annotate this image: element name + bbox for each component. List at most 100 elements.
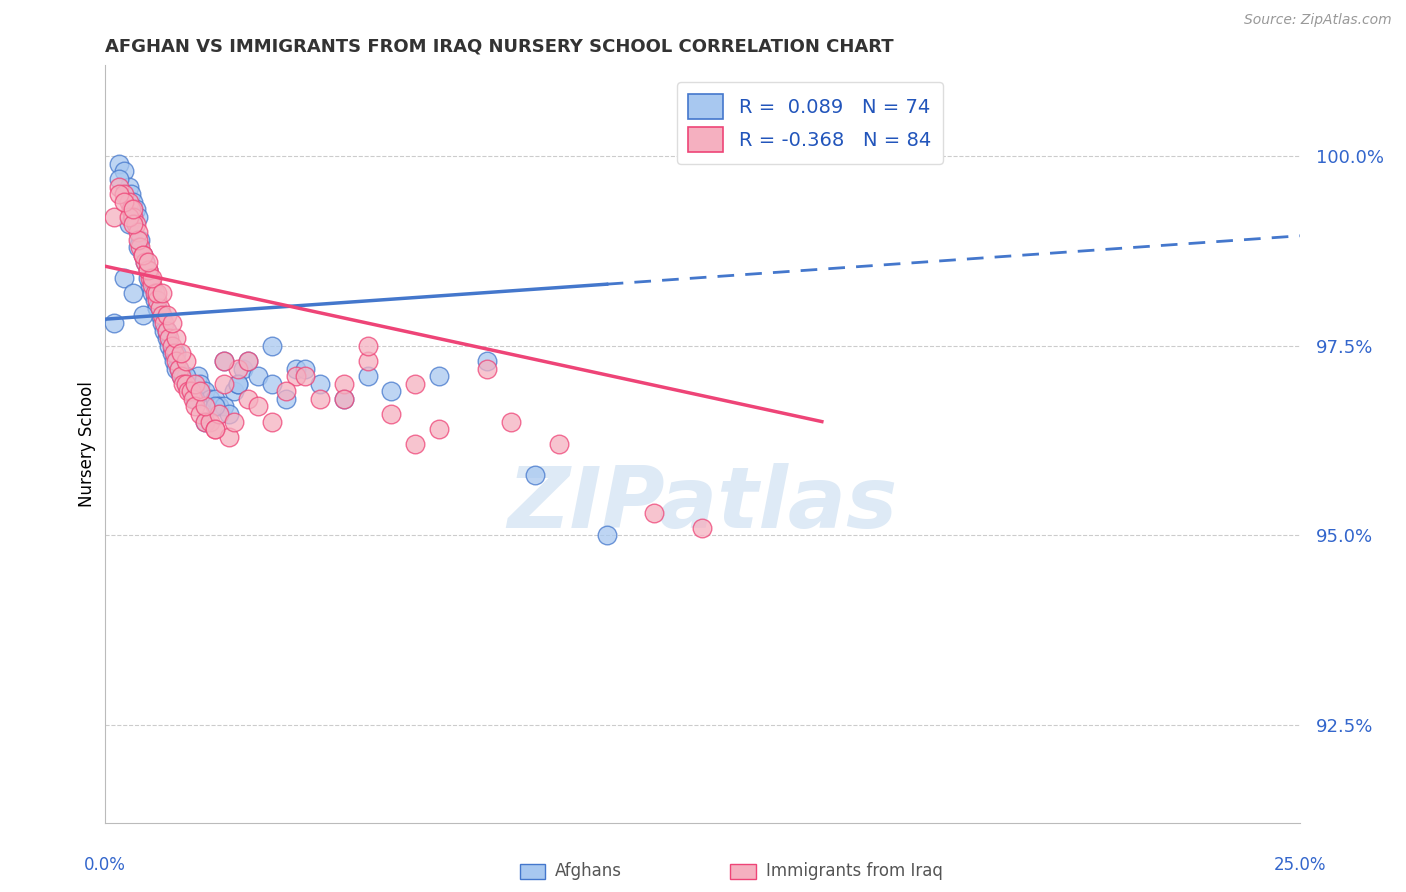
Point [276,392,298,406]
Legend: R =  0.089   N = 74, R = -0.368   N = 84: R = 0.089 N = 74, R = -0.368 N = 84 [676,82,943,163]
Point [356,354,378,368]
Point [180,384,202,399]
Point [294,361,316,376]
Point [228,361,250,376]
Point [547,437,569,451]
Point [139,278,162,293]
Text: 25.0%: 25.0% [1274,855,1326,873]
Point [136,255,159,269]
Point [170,346,193,360]
Text: Afghans: Afghans [555,863,621,880]
Point [163,346,186,360]
Point [198,392,221,406]
Point [112,270,135,285]
Point [692,521,714,535]
Point [165,331,187,345]
Point [120,187,142,202]
Point [146,301,169,315]
Point [149,301,172,315]
Point [276,384,298,399]
Point [120,202,142,217]
Point [204,400,226,414]
Point [153,324,176,338]
Point [228,376,250,391]
Point [136,263,159,277]
Point [156,331,179,345]
Point [427,369,450,384]
Point [188,376,211,391]
Point [174,376,197,391]
Point [204,392,226,406]
Point [150,309,173,323]
Point [184,400,207,414]
Point [127,240,149,254]
Point [156,309,179,323]
Point [103,210,125,224]
Point [380,407,402,421]
Point [160,346,183,360]
Point [129,233,152,247]
Point [184,376,207,391]
Point [127,233,149,247]
Point [184,384,207,399]
Point [260,339,283,353]
Point [132,248,155,262]
Point [204,422,226,436]
Point [236,392,259,406]
Point [212,400,235,414]
Point [194,415,217,429]
Point [236,354,259,368]
Point [222,415,245,429]
Point [136,263,159,277]
Point [112,194,135,209]
Point [404,437,426,451]
Point [165,361,187,376]
Point [122,194,145,209]
Point [194,400,217,414]
Point [174,369,197,384]
Point [643,506,665,520]
Point [198,415,221,429]
Point [170,369,193,384]
Point [308,392,330,406]
Point [284,369,307,384]
Text: AFGHAN VS IMMIGRANTS FROM IRAQ NURSERY SCHOOL CORRELATION CHART: AFGHAN VS IMMIGRANTS FROM IRAQ NURSERY S… [104,37,893,55]
Point [122,210,145,224]
Point [122,202,145,217]
Point [173,369,195,384]
Point [595,528,617,542]
Point [157,339,180,353]
Point [204,422,226,436]
Point [177,384,200,399]
Point [150,316,173,330]
Point [167,361,190,376]
Point [174,354,197,368]
Point [165,354,187,368]
Point [167,361,190,376]
Point [132,248,155,262]
Point [139,270,162,285]
Point [332,392,354,406]
Point [222,384,245,399]
Point [404,376,426,391]
Point [132,309,155,323]
Point [184,392,207,406]
Point [356,369,378,384]
Point [112,187,135,202]
Point [208,407,231,421]
Point [173,376,195,391]
Point [499,415,522,429]
Point [246,400,269,414]
Point [122,218,145,232]
Point [108,172,131,186]
Point [260,415,283,429]
Point [146,301,169,315]
Text: Source: ZipAtlas.com: Source: ZipAtlas.com [1244,13,1392,28]
Point [236,354,259,368]
Point [141,285,163,300]
Point [108,179,131,194]
Text: ZIPatlas: ZIPatlas [508,464,897,547]
Point [475,354,498,368]
Point [194,384,217,399]
Point [150,285,173,300]
